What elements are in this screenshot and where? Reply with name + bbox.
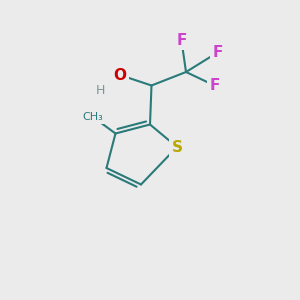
Text: H: H [96,83,105,97]
Text: O: O [113,68,127,82]
Text: S: S [172,140,182,154]
Text: F: F [212,45,223,60]
Text: CH₃: CH₃ [82,112,103,122]
Text: F: F [209,78,220,93]
Text: F: F [176,33,187,48]
